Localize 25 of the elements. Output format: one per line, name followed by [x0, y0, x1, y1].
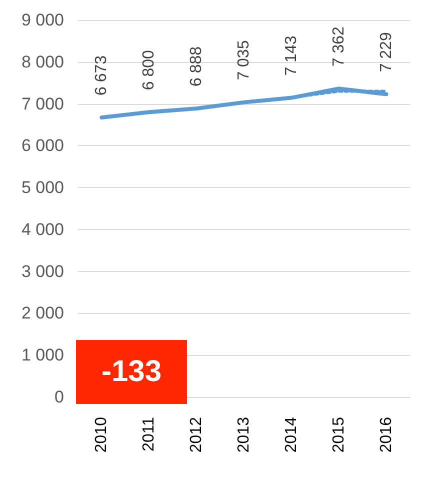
data-label: 7 362 [330, 26, 348, 67]
x-tick-label: 2013 [236, 416, 252, 453]
x-tick-label: 2014 [282, 416, 300, 453]
y-tick-label: 8 000 [21, 52, 64, 72]
y-tick-label: 9 000 [21, 10, 64, 30]
data-label: 6 800 [140, 50, 158, 90]
x-tick-label: 2015 [330, 416, 348, 453]
x-tick-label: 2016 [378, 416, 395, 453]
y-tick-label: 7 000 [21, 94, 64, 114]
data-label: 7 143 [282, 36, 300, 76]
x-tick-label: 2012 [188, 416, 206, 453]
y-tick-label: 3 000 [21, 262, 64, 281]
data-label: 6 888 [188, 46, 206, 86]
y-tick-label: 1 000 [21, 346, 64, 365]
y-tick-label: 4 000 [21, 220, 64, 239]
y-tick-label: 5 000 [21, 178, 64, 198]
x-tick-label: 2010 [93, 416, 110, 453]
data-label: 6 673 [93, 55, 110, 96]
y-tick-label: 0 [54, 388, 64, 406]
annotation: -133 [76, 340, 187, 404]
y-tick-label: 2 000 [21, 304, 64, 323]
data-label: 7 035 [236, 40, 252, 80]
y-tick-label: 6 000 [21, 136, 64, 156]
data-label: 7 229 [378, 32, 395, 72]
x-tick-label: 2011 [140, 416, 158, 452]
